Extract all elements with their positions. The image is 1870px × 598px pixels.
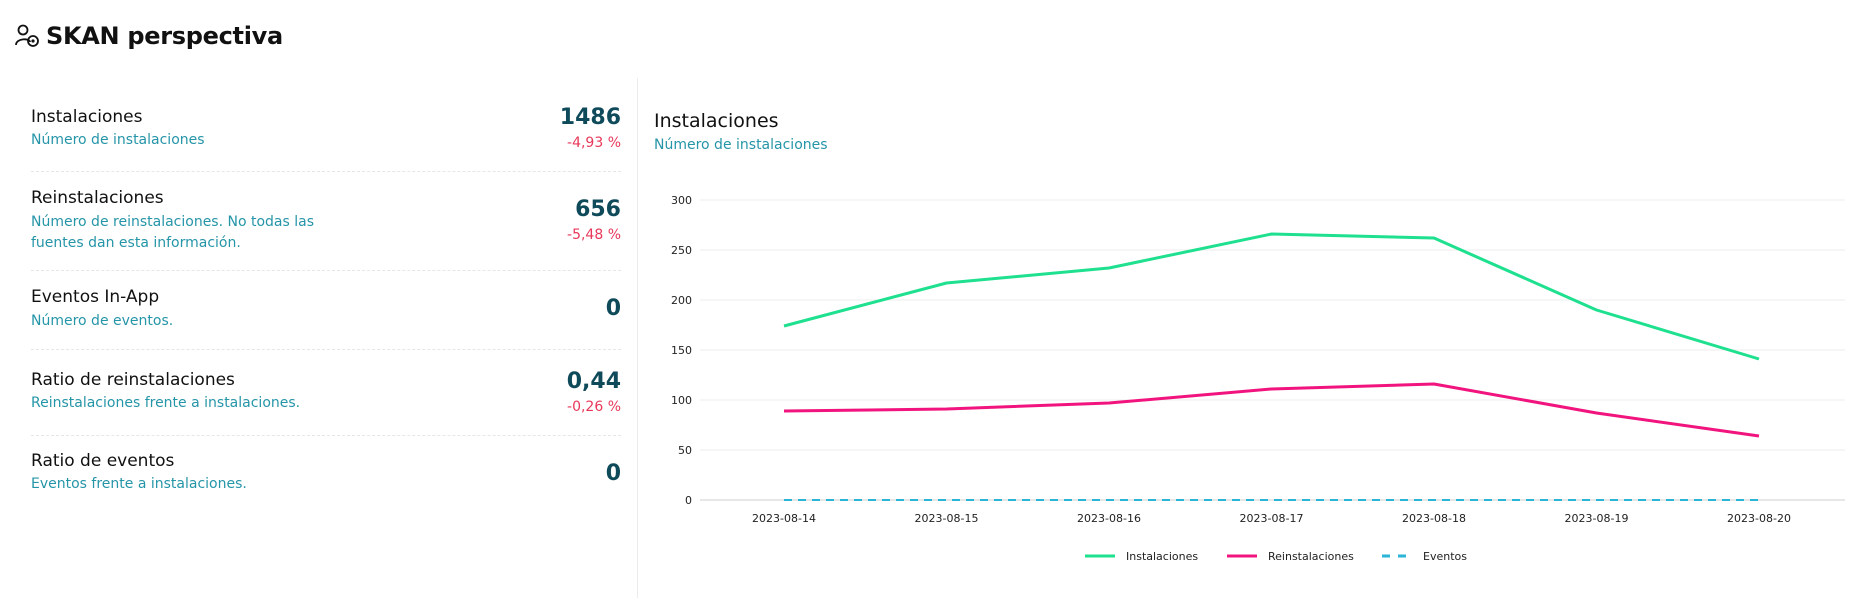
metric-description: Número de reinstalaciones. No todas las …	[31, 214, 315, 251]
metric-change: -5,48 %	[567, 227, 621, 243]
metric-eventos-in-app[interactable]: Eventos In-App Número de eventos. 0	[31, 271, 621, 350]
metrics-list: Instalaciones Número de instalaciones 14…	[31, 98, 621, 516]
page-title: SKAN perspectiva	[46, 22, 283, 50]
metric-value: 1486	[559, 105, 621, 130]
y-tick-label: 0	[685, 494, 692, 507]
metric-change: -0,26 %	[567, 399, 621, 415]
metric-value: 656	[575, 197, 621, 222]
series-line-reinstalaciones	[783, 382, 1760, 438]
x-tick-label: 2023-08-16	[1077, 512, 1141, 525]
x-tick-label: 2023-08-15	[915, 512, 979, 525]
metric-description: Número de instalaciones	[31, 132, 205, 148]
metric-description: Número de eventos.	[31, 313, 174, 329]
chart-subtitle: Número de instalaciones	[654, 137, 828, 153]
series-line-instalaciones	[783, 232, 1760, 361]
chart-title: Instalaciones	[654, 110, 779, 132]
y-tick-label: 50	[678, 444, 692, 457]
panel-divider	[637, 78, 638, 598]
metric-description: Eventos frente a instalaciones.	[31, 476, 247, 492]
metric-change: -4,93 %	[567, 135, 621, 151]
y-tick-label: 150	[671, 344, 692, 357]
user-settings-icon	[14, 23, 40, 49]
metric-label: Reinstalaciones	[31, 188, 164, 208]
x-tick-label: 2023-08-17	[1240, 512, 1304, 525]
x-tick-label: 2023-08-20	[1727, 512, 1791, 525]
metric-ratio-reinstalaciones[interactable]: Ratio de reinstalaciones Reinstalaciones…	[31, 350, 621, 436]
legend-label: Eventos	[1423, 550, 1467, 563]
metric-label: Ratio de reinstalaciones	[31, 370, 235, 390]
metric-label: Eventos In-App	[31, 287, 160, 307]
metric-label: Instalaciones	[31, 107, 143, 127]
metric-label: Ratio de eventos	[31, 451, 175, 471]
metric-value: 0	[605, 296, 621, 321]
line-chart[interactable]: 0 50 100 150 200 250 300 2023-08-14 2023-08-15 20…	[640, 180, 1860, 580]
x-tick-label: 2023-08-19	[1565, 512, 1629, 525]
metric-value: 0	[605, 461, 621, 486]
metric-description: Reinstalaciones frente a instalaciones.	[31, 395, 301, 411]
y-tick-label: 250	[671, 244, 692, 257]
metric-instalaciones[interactable]: Instalaciones Número de instalaciones 14…	[31, 98, 621, 172]
y-tick-label: 100	[671, 394, 692, 407]
x-tick-label: 2023-08-18	[1402, 512, 1466, 525]
legend-label: Instalaciones	[1126, 550, 1198, 563]
y-tick-label: 200	[671, 294, 692, 307]
metric-value: 0,44	[566, 369, 621, 394]
metric-ratio-eventos[interactable]: Ratio de eventos Eventos frente a instal…	[31, 436, 621, 516]
page-header: SKAN perspectiva	[14, 22, 283, 50]
y-tick-label: 300	[671, 194, 692, 207]
legend-label: Reinstalaciones	[1268, 550, 1354, 563]
x-tick-label: 2023-08-14	[752, 512, 816, 525]
metric-reinstalaciones[interactable]: Reinstalaciones Número de reinstalacione…	[31, 172, 621, 271]
